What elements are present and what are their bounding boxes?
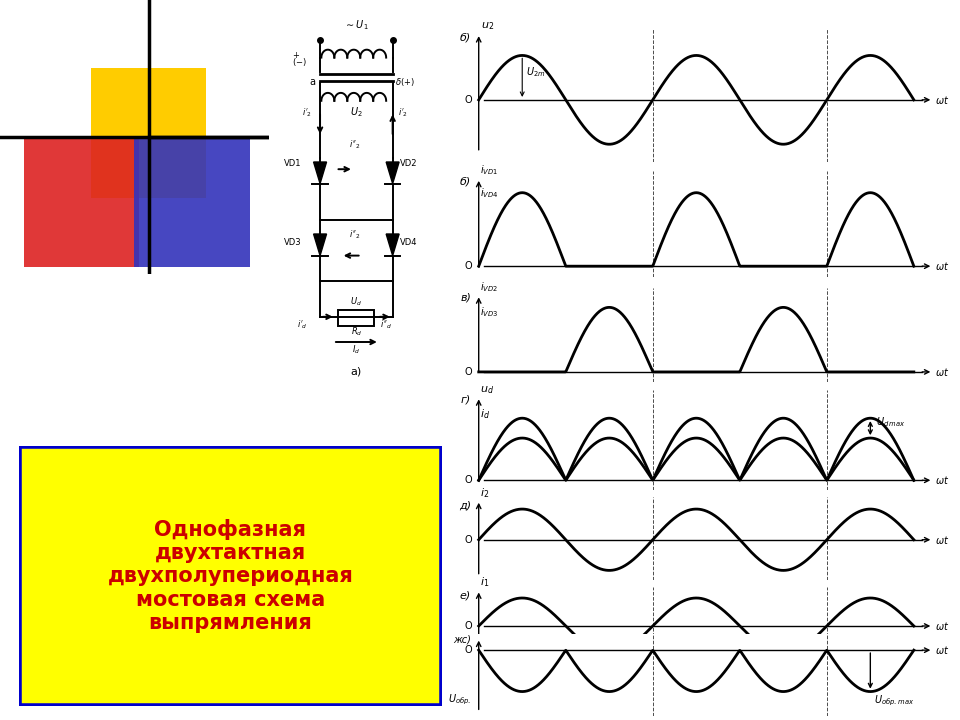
Text: O: O [465,261,471,271]
Text: е): е) [460,590,471,600]
Text: VD2: VD2 [400,158,418,168]
Text: $R_d$: $R_d$ [350,325,362,338]
Text: $i'_2$: $i'_2$ [397,107,408,119]
Text: $i'_d$: $i'_d$ [297,318,307,331]
Text: $\omega t$: $\omega t$ [935,474,948,486]
Text: б): б) [460,32,471,42]
Text: а): а) [350,366,362,377]
Text: б): б) [460,176,471,186]
Text: в): в) [460,293,471,302]
Text: Однофазная
двухтактная
двухполупериодная
мостовая схема
выпрямления: Однофазная двухтактная двухполупериодная… [108,519,353,633]
Text: $\omega t$: $\omega t$ [935,94,948,106]
Bar [24,137,139,267]
Text: VD1: VD1 [284,158,301,168]
Text: $\omega t$: $\omega t$ [935,620,948,632]
Bar [134,137,250,267]
Text: $i_2$: $i_2$ [480,486,490,500]
Text: д): д) [459,501,471,511]
Text: $I_d$: $I_d$ [352,344,360,356]
Text: $\delta(+)$: $\delta(+)$ [396,76,415,88]
Text: O: O [465,535,471,545]
Text: $i_{VD2}$: $i_{VD2}$ [480,280,498,294]
Text: $i_d$: $i_d$ [480,408,491,421]
Text: O: O [465,645,471,655]
Text: $i''_d$: $i''_d$ [380,318,392,331]
Text: $(-)$: $(-)$ [292,55,306,68]
Text: $u_d$: $u_d$ [480,384,494,396]
Text: $i''_2$: $i''_2$ [348,138,360,151]
Text: $\omega t$: $\omega t$ [935,534,948,546]
Text: $U_{обр.max}$: $U_{обр.max}$ [875,693,915,708]
Text: $i_{VD4}$: $i_{VD4}$ [480,186,498,200]
Text: $\sim U_1$: $\sim U_1$ [344,19,369,32]
Text: O: O [465,475,471,485]
Text: $U_{2m}$: $U_{2m}$ [526,66,546,79]
Text: $i_{VD3}$: $i_{VD3}$ [480,305,498,319]
Text: $U_{обр.}$: $U_{обр.}$ [447,693,471,707]
Text: $\omega t$: $\omega t$ [935,366,948,378]
Text: O: O [465,95,471,105]
Polygon shape [314,162,326,184]
Text: O: O [465,367,471,377]
Text: $i_1$: $i_1$ [480,575,490,589]
Text: $i'_2$: $i'_2$ [301,107,312,119]
Text: г): г) [461,395,471,405]
Text: $\omega t$: $\omega t$ [935,260,948,272]
Text: VD3: VD3 [284,238,301,247]
Text: VD4: VD4 [400,238,418,247]
Text: $U_2$: $U_2$ [350,104,363,119]
Text: $\omega t$: $\omega t$ [935,644,948,656]
Text: $U_{d\,max}$: $U_{d\,max}$ [876,415,905,429]
Polygon shape [386,234,399,256]
Polygon shape [314,234,326,256]
Text: жс): жс) [453,635,471,645]
Bar [338,310,374,325]
Text: O: O [465,621,471,631]
Bar [91,68,206,198]
Text: $i_{VD1}$: $i_{VD1}$ [480,163,498,177]
Text: a: a [310,76,316,86]
Text: $U_d$: $U_d$ [350,295,362,307]
Polygon shape [386,162,399,184]
Text: $+$: $+$ [292,50,300,60]
Text: $u_2$: $u_2$ [482,21,494,32]
Text: $i''_2$: $i''_2$ [348,229,360,241]
